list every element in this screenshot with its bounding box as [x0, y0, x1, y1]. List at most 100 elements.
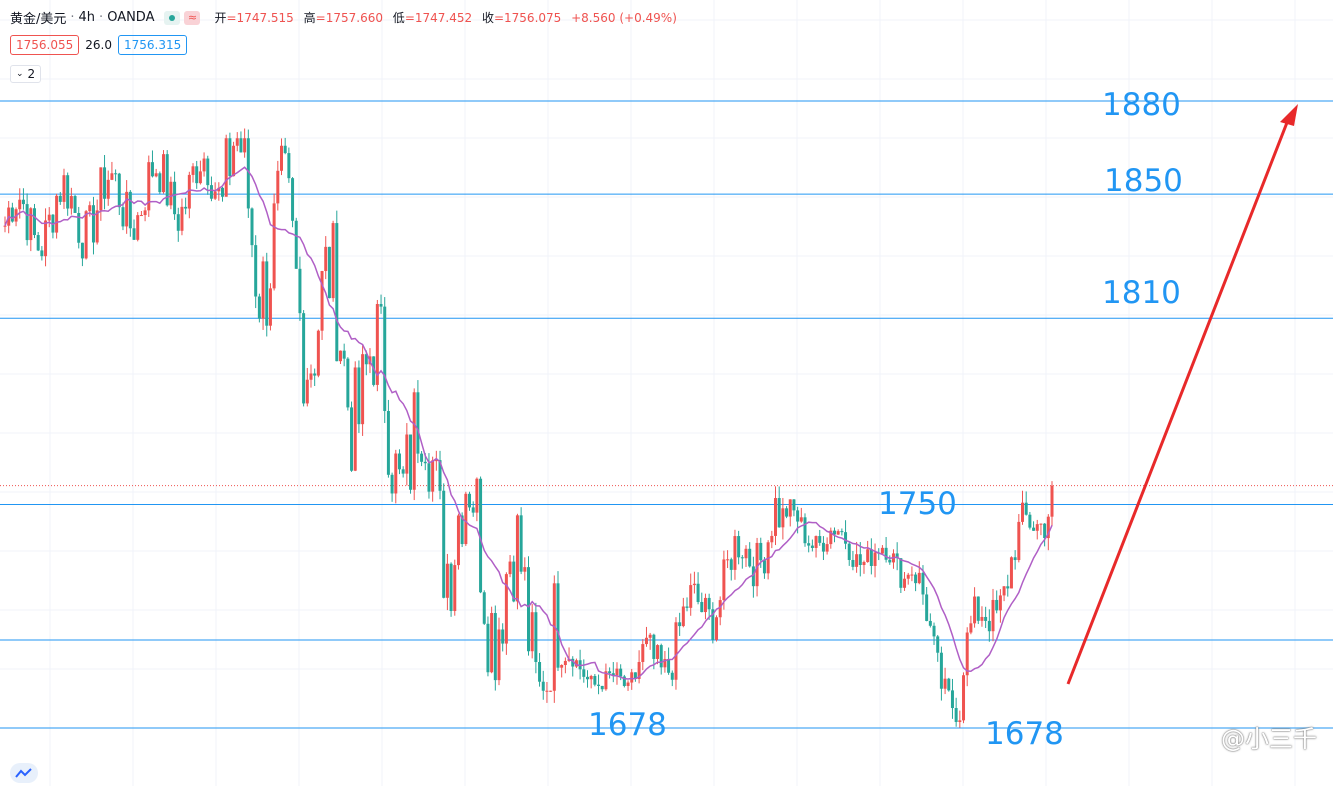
candle-body [663, 658, 667, 668]
candle-body [338, 350, 342, 362]
projection-arrow-shaft [1066, 119, 1290, 685]
candle-body [903, 578, 907, 588]
candle-body [807, 543, 811, 546]
candle-body [652, 634, 656, 659]
candle-body [169, 181, 173, 206]
candle-body [855, 554, 859, 567]
candle-body [925, 594, 929, 621]
candle-body [1028, 514, 1032, 528]
candle-body [456, 515, 460, 566]
market-status[interactable]: ≈ [164, 10, 201, 25]
candle-body [814, 536, 818, 548]
chevron-down-icon: ⌄ [16, 69, 24, 79]
candle-body [939, 652, 943, 689]
candle-body [832, 530, 836, 535]
candle-body [799, 517, 803, 522]
candle-body [1006, 586, 1010, 589]
candle-body [880, 547, 884, 554]
candle-body [932, 625, 936, 637]
candle-body [173, 181, 177, 215]
candle-body [228, 138, 232, 177]
candle-body [10, 207, 14, 222]
candle-body [445, 563, 449, 598]
candle-body [209, 185, 213, 199]
candle-body [180, 206, 184, 231]
candle-body [622, 676, 626, 686]
candle-body [106, 179, 110, 199]
candle-body [243, 138, 247, 153]
candle-body [954, 708, 958, 723]
level-label-1678-right: 1678 [985, 716, 1064, 752]
candle-body [796, 510, 800, 522]
candle-body [707, 597, 711, 610]
candle-body [250, 208, 254, 246]
candle-body [921, 572, 925, 595]
candle-body [589, 675, 593, 680]
candle-body [232, 145, 236, 177]
candle-body [475, 478, 479, 513]
candle-body [630, 672, 634, 683]
candle-body [740, 557, 744, 559]
high-label: 高 [303, 11, 316, 25]
candle-body [777, 498, 781, 528]
candle-body [431, 460, 435, 492]
candle-body [751, 566, 755, 587]
sell-button[interactable]: 1756.055 [10, 35, 80, 55]
symbol-legend[interactable]: 黄金/美元 · 4h · OANDA ≈ 开=1747.515 高=1757.6… [10, 8, 683, 27]
candle-body [556, 583, 560, 668]
legend-separator: · [70, 10, 75, 25]
candle-body [1043, 523, 1047, 539]
candle-body [99, 167, 103, 211]
candle-body [836, 531, 840, 535]
candle-body [969, 623, 973, 633]
candle-body [1009, 557, 1013, 589]
candle-body [825, 544, 829, 552]
indicators-toggle-button[interactable]: ⌄ 2 [10, 65, 42, 83]
candle-body [162, 154, 166, 193]
tradingview-logo-icon[interactable] [10, 763, 38, 783]
spread-value: 26.0 [85, 38, 112, 52]
candle-body [519, 515, 523, 572]
candle-body [541, 681, 545, 691]
high-value: =1757.660 [315, 11, 383, 25]
indicators-count: 2 [27, 67, 36, 81]
buy-button[interactable]: 1756.315 [117, 35, 188, 55]
candle-body [928, 620, 932, 626]
candle-body [497, 629, 501, 681]
candle-body [386, 411, 390, 475]
market-open-icon [164, 10, 181, 25]
candle-body [958, 720, 962, 723]
candle-body [991, 599, 995, 632]
candle-body [176, 214, 180, 231]
candle-body [147, 162, 151, 211]
candle-body [844, 532, 848, 544]
candle-body [302, 313, 306, 404]
candle-body [718, 600, 722, 618]
candle-body [884, 547, 888, 560]
candle-body [862, 562, 866, 566]
candle-body [442, 490, 446, 598]
candle-body [755, 542, 759, 587]
trade-panel: 1756.055 26.0 1756.315 [10, 35, 188, 55]
candle-body [353, 367, 357, 471]
low-value: =1747.452 [404, 11, 473, 25]
candle-body [641, 644, 645, 662]
candle-body [700, 602, 704, 613]
level-label-1880: 1880 [1102, 87, 1181, 123]
candle-body [914, 574, 918, 584]
candle-body [560, 665, 564, 668]
candle-body [58, 195, 62, 202]
candle-body [276, 170, 280, 204]
candle-body [534, 612, 538, 663]
candle-body [342, 350, 346, 359]
candle-body [711, 609, 715, 640]
candle-body [471, 507, 475, 513]
candle-body [840, 531, 844, 533]
moving-average-line [4, 166, 1053, 680]
candle-body [593, 675, 597, 685]
candle-body [490, 613, 494, 673]
candle-body [261, 261, 265, 319]
candle-body [667, 658, 671, 673]
